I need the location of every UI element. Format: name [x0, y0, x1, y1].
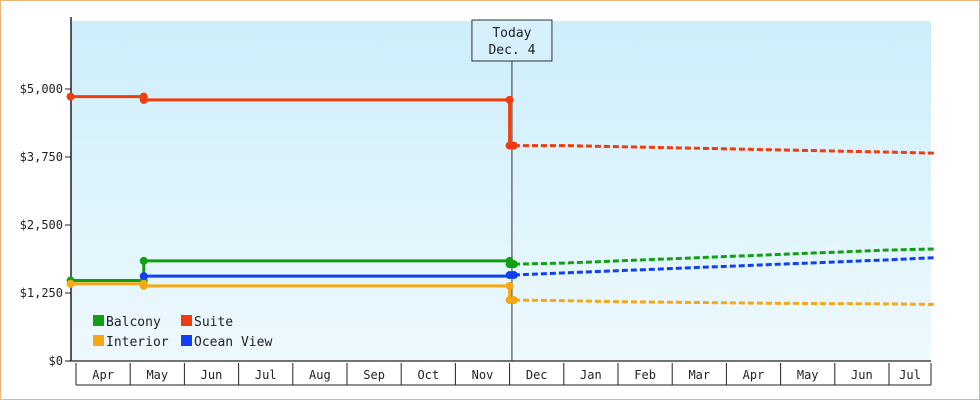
y-tick-label: $3,750 — [20, 150, 63, 164]
legend-swatch-suite — [181, 315, 192, 326]
data-point-interior — [139, 281, 148, 290]
series-suite — [66, 92, 936, 155]
series-line-ocean-view — [143, 273, 514, 278]
series-ocean-view — [139, 256, 936, 281]
today-date: Dec. 4 — [488, 43, 535, 58]
x-tick-label: Oct — [417, 368, 439, 382]
series-projection-ocean-view — [513, 256, 936, 277]
data-point-suite — [66, 92, 75, 101]
y-tick-label: $2,500 — [20, 218, 63, 232]
data-point-interior — [509, 296, 518, 305]
x-tick-label: Sep — [363, 368, 385, 382]
y-tick-label: $0 — [49, 354, 63, 368]
x-tick-label: Apr — [743, 368, 765, 382]
x-tick-label: Dec — [526, 368, 548, 382]
x-tick-label: Jun — [851, 368, 873, 382]
data-point-balcony — [509, 260, 518, 269]
legend-swatch-interior — [93, 335, 104, 346]
y-tick-label: $5,000 — [20, 82, 63, 96]
x-tick-label: Jun — [201, 368, 223, 382]
x-tick-label: Apr — [92, 368, 114, 382]
x-tick-label: May — [797, 368, 819, 382]
legend-swatch-balcony — [93, 315, 104, 326]
data-point-interior — [505, 281, 514, 290]
series-interior — [66, 279, 936, 306]
data-point-suite — [505, 95, 514, 104]
legend-label-suite: Suite — [194, 315, 233, 330]
data-point-suite — [139, 95, 148, 104]
series-projection-interior — [513, 298, 936, 306]
x-tick-label: May — [146, 368, 168, 382]
legend-label-interior: Interior — [106, 335, 169, 350]
x-tick-label: Jan — [580, 368, 602, 382]
x-tick-label: Nov — [472, 368, 494, 382]
legend-swatch-ocean-view — [181, 335, 192, 346]
today-label: Today — [492, 26, 531, 41]
series-projection-balcony — [513, 247, 936, 266]
data-point-ocean-view — [139, 272, 148, 281]
x-tick-label: Feb — [634, 368, 656, 382]
today-box — [471, 19, 553, 62]
data-point-suite — [509, 141, 518, 150]
legend-label-ocean-view: Ocean View — [194, 335, 272, 350]
plot-area — [71, 21, 931, 361]
series-projection-suite — [513, 144, 936, 155]
x-tick-label: Jul — [899, 368, 921, 382]
data-point-balcony — [139, 256, 148, 265]
x-tick-label: Mar — [688, 368, 710, 382]
x-tick-label: Aug — [309, 368, 331, 382]
data-point-interior — [66, 279, 75, 288]
data-point-ocean-view — [509, 271, 518, 280]
x-tick-label: Jul — [255, 368, 277, 382]
y-tick-label: $1,250 — [20, 286, 63, 300]
legend-label-balcony: Balcony — [106, 315, 161, 330]
